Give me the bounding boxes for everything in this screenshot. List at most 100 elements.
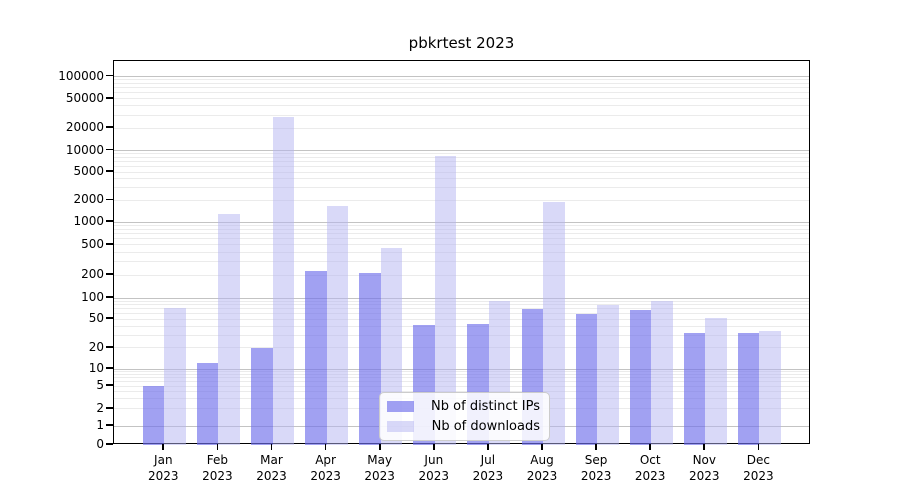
x-tick-label: Sep 2023 bbox=[580, 453, 612, 483]
x-tick-label: Apr 2023 bbox=[310, 453, 341, 483]
x-tick-label: Jul 2023 bbox=[472, 453, 504, 483]
gridline bbox=[114, 233, 809, 235]
x-tick-label: Nov 2023 bbox=[689, 453, 720, 483]
x-tick-label: Dec 2023 bbox=[743, 453, 774, 483]
y-tick-label: 5 bbox=[96, 378, 104, 393]
gridline bbox=[114, 244, 809, 246]
y-tick-label: 2000 bbox=[73, 192, 104, 207]
y-tick-label: 10 bbox=[88, 361, 104, 375]
y-tick-label: 10000 bbox=[65, 142, 104, 157]
y-tick-label: 50 bbox=[88, 311, 104, 326]
bar-downloads-apr bbox=[326, 205, 349, 445]
bar-downloads-aug bbox=[543, 202, 565, 445]
y-tick-mark bbox=[106, 443, 113, 445]
gridline bbox=[114, 161, 809, 163]
y-tick-mark bbox=[106, 273, 113, 276]
bar-downloads-mar bbox=[272, 117, 294, 445]
gridline bbox=[114, 171, 809, 173]
y-tick-mark bbox=[106, 198, 113, 201]
gridline bbox=[114, 297, 809, 299]
chart-title: pbkrtest 2023 bbox=[408, 34, 515, 52]
bar-downloads-nov bbox=[705, 318, 727, 445]
y-tick-label: 500 bbox=[81, 236, 104, 251]
gridline bbox=[114, 300, 809, 302]
gridline bbox=[114, 347, 809, 349]
bar-ips-feb bbox=[196, 363, 219, 445]
legend: Nb of distinct IPs Nb of downloads bbox=[379, 392, 550, 441]
gridline bbox=[114, 178, 809, 180]
bar-ips-apr bbox=[305, 270, 327, 445]
gridline bbox=[114, 368, 809, 370]
x-tick-mark bbox=[649, 444, 652, 450]
bar-ips-oct bbox=[629, 310, 652, 445]
gridline bbox=[114, 127, 809, 129]
y-tick-mark bbox=[106, 148, 113, 151]
y-tick-mark bbox=[106, 345, 113, 348]
bar-downloads-oct bbox=[651, 301, 673, 445]
y-tick-label: 20 bbox=[88, 339, 104, 354]
bar-downloads-sep bbox=[597, 305, 619, 445]
y-tick-mark bbox=[106, 220, 113, 222]
gridline bbox=[114, 325, 809, 327]
bar-downloads-dec bbox=[759, 331, 781, 445]
y-tick-mark bbox=[106, 96, 113, 99]
gridline bbox=[114, 228, 809, 230]
x-tick-label: Feb 2023 bbox=[202, 453, 233, 483]
bar-ips-mar bbox=[251, 347, 273, 445]
gridline bbox=[114, 377, 809, 379]
x-tick-mark bbox=[757, 444, 760, 450]
gridline bbox=[114, 156, 809, 158]
gridline bbox=[114, 87, 809, 89]
gridline bbox=[114, 304, 809, 306]
y-tick-mark bbox=[106, 296, 113, 298]
y-tick-mark bbox=[106, 74, 113, 77]
x-tick-mark bbox=[487, 444, 489, 450]
gridline bbox=[114, 153, 809, 155]
legend-label-downloads: Nb of downloads bbox=[431, 419, 540, 434]
y-tick-label: 1000 bbox=[73, 214, 104, 228]
bar-ips-dec bbox=[737, 333, 760, 445]
gridline bbox=[114, 371, 809, 373]
x-tick-label: Mar 2023 bbox=[256, 453, 287, 483]
gridline bbox=[114, 199, 809, 201]
bar-ips-jan bbox=[142, 386, 165, 445]
gridline bbox=[114, 224, 809, 226]
y-tick-label: 50000 bbox=[65, 90, 104, 105]
y-tick-mark bbox=[106, 367, 113, 369]
gridline bbox=[114, 114, 809, 116]
gridline bbox=[114, 83, 809, 85]
gridline bbox=[114, 238, 809, 240]
y-tick-label: 0 bbox=[96, 437, 104, 451]
gridline bbox=[114, 318, 809, 320]
gridline bbox=[114, 374, 809, 376]
gridline bbox=[114, 261, 809, 263]
y-tick-mark bbox=[106, 406, 113, 409]
x-tick-mark bbox=[216, 444, 219, 450]
gridline bbox=[114, 334, 809, 336]
x-tick-mark bbox=[432, 444, 435, 450]
gridline bbox=[114, 313, 809, 315]
gridline bbox=[114, 251, 809, 253]
y-tick-mark bbox=[106, 384, 113, 387]
legend-swatch-downloads bbox=[387, 421, 414, 432]
y-tick-label: 20000 bbox=[65, 120, 104, 135]
gridline bbox=[114, 391, 809, 393]
y-tick-label: 2 bbox=[96, 400, 104, 415]
gridline bbox=[114, 385, 809, 387]
legend-item-distinct-ips: Nb of distinct IPs bbox=[387, 399, 540, 414]
gridline bbox=[114, 165, 809, 167]
y-tick-mark bbox=[106, 170, 113, 172]
gridline bbox=[114, 79, 809, 81]
y-tick-label: 5000 bbox=[73, 164, 104, 179]
gridline bbox=[114, 76, 809, 77]
x-tick-mark bbox=[595, 444, 597, 450]
y-tick-mark bbox=[106, 317, 113, 320]
x-tick-mark bbox=[541, 444, 543, 450]
gridline bbox=[114, 105, 809, 107]
x-tick-label: Jan 2023 bbox=[148, 453, 179, 483]
bar-ips-may bbox=[359, 272, 381, 445]
gridline bbox=[114, 221, 809, 223]
y-tick-mark bbox=[106, 242, 113, 245]
bar-ips-nov bbox=[683, 333, 706, 445]
